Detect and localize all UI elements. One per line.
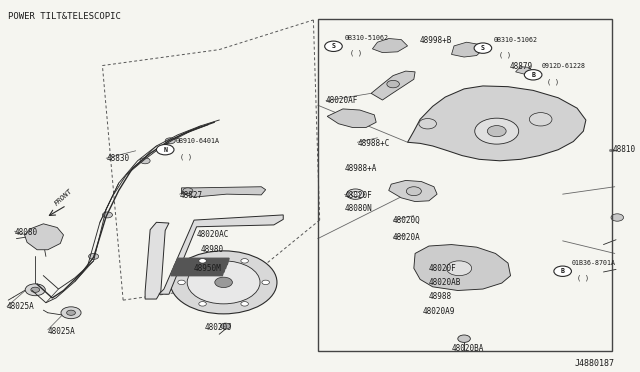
Circle shape [199,302,206,306]
Text: 48998+B: 48998+B [420,36,452,45]
Text: 48025A: 48025A [7,302,35,311]
Text: 0B310-51062: 0B310-51062 [493,36,538,42]
Circle shape [474,43,492,53]
Circle shape [554,266,572,276]
Polygon shape [182,187,266,197]
Polygon shape [173,266,226,272]
Text: 48020A: 48020A [393,233,421,243]
Circle shape [458,335,470,342]
Circle shape [347,189,364,199]
Circle shape [406,187,421,196]
Text: 48879: 48879 [509,62,532,71]
Text: 48830: 48830 [106,154,129,163]
Circle shape [262,280,269,285]
Text: ( ): ( ) [547,78,559,85]
Text: 01B36-8701A: 01B36-8701A [572,260,616,266]
Text: 48020AC: 48020AC [196,230,229,239]
Circle shape [324,41,342,51]
Text: 48827: 48827 [180,191,203,200]
Circle shape [199,259,206,263]
Circle shape [351,192,360,197]
Text: POWER TILT&TELESCOPIC: POWER TILT&TELESCOPIC [8,12,121,21]
Circle shape [178,280,186,285]
Text: 48020J: 48020J [205,323,232,332]
Circle shape [170,251,277,314]
Text: 48988+A: 48988+A [344,164,376,173]
Polygon shape [159,215,284,294]
Circle shape [487,126,506,137]
Polygon shape [174,262,227,268]
Text: 48020F: 48020F [429,264,457,273]
Text: N: N [163,147,167,153]
Circle shape [241,302,248,306]
Polygon shape [24,224,63,250]
Circle shape [165,138,175,144]
Text: 48988+C: 48988+C [357,139,390,148]
Text: 48810: 48810 [613,145,636,154]
Polygon shape [145,222,169,299]
Text: 48025A: 48025A [48,327,76,336]
Text: ( ): ( ) [350,49,362,56]
Text: 48080N: 48080N [344,204,372,213]
Text: J4880187: J4880187 [575,359,615,368]
Text: ( ): ( ) [499,51,511,58]
Text: S: S [332,43,335,49]
Text: FRONT: FRONT [53,188,74,207]
Text: 48020F: 48020F [344,191,372,200]
Polygon shape [327,109,376,128]
Text: 48020A9: 48020A9 [422,307,455,316]
Text: B: B [531,72,535,78]
Circle shape [529,113,552,126]
Text: 48988: 48988 [429,292,452,301]
Circle shape [61,307,81,319]
Text: 0B910-6401A: 0B910-6401A [175,138,220,144]
Bar [318,19,612,351]
Polygon shape [171,269,224,276]
Text: 48020Q: 48020Q [393,216,421,225]
Polygon shape [176,258,229,264]
Polygon shape [388,180,437,202]
Text: 48080: 48080 [15,228,38,237]
Text: 48020AF: 48020AF [326,96,358,105]
Circle shape [447,261,472,276]
Text: 48020BA: 48020BA [451,344,484,353]
Circle shape [419,119,436,129]
Circle shape [156,144,174,155]
Polygon shape [414,244,511,291]
Polygon shape [372,38,408,52]
Text: ( ): ( ) [180,153,192,160]
Text: 0912D-61228: 0912D-61228 [542,63,586,69]
Text: S: S [481,45,485,51]
Circle shape [31,287,40,292]
Circle shape [387,80,399,88]
Polygon shape [408,86,586,161]
Circle shape [88,253,99,259]
Circle shape [183,188,193,194]
Circle shape [102,212,113,218]
Text: 48950M: 48950M [194,264,222,273]
Circle shape [241,259,248,263]
Text: B: B [561,268,564,274]
Circle shape [611,214,623,221]
Text: ( ): ( ) [577,275,589,281]
Circle shape [524,70,542,80]
Circle shape [220,323,230,329]
Circle shape [475,118,518,144]
Circle shape [215,277,232,288]
Polygon shape [371,71,415,100]
Polygon shape [451,42,483,57]
Polygon shape [516,67,533,75]
Text: 48980: 48980 [200,244,223,253]
Text: 48020AB: 48020AB [429,278,461,287]
Text: 0B310-51062: 0B310-51062 [345,35,388,41]
Circle shape [187,261,260,304]
Circle shape [25,284,45,296]
Circle shape [140,158,150,164]
Circle shape [67,310,76,315]
